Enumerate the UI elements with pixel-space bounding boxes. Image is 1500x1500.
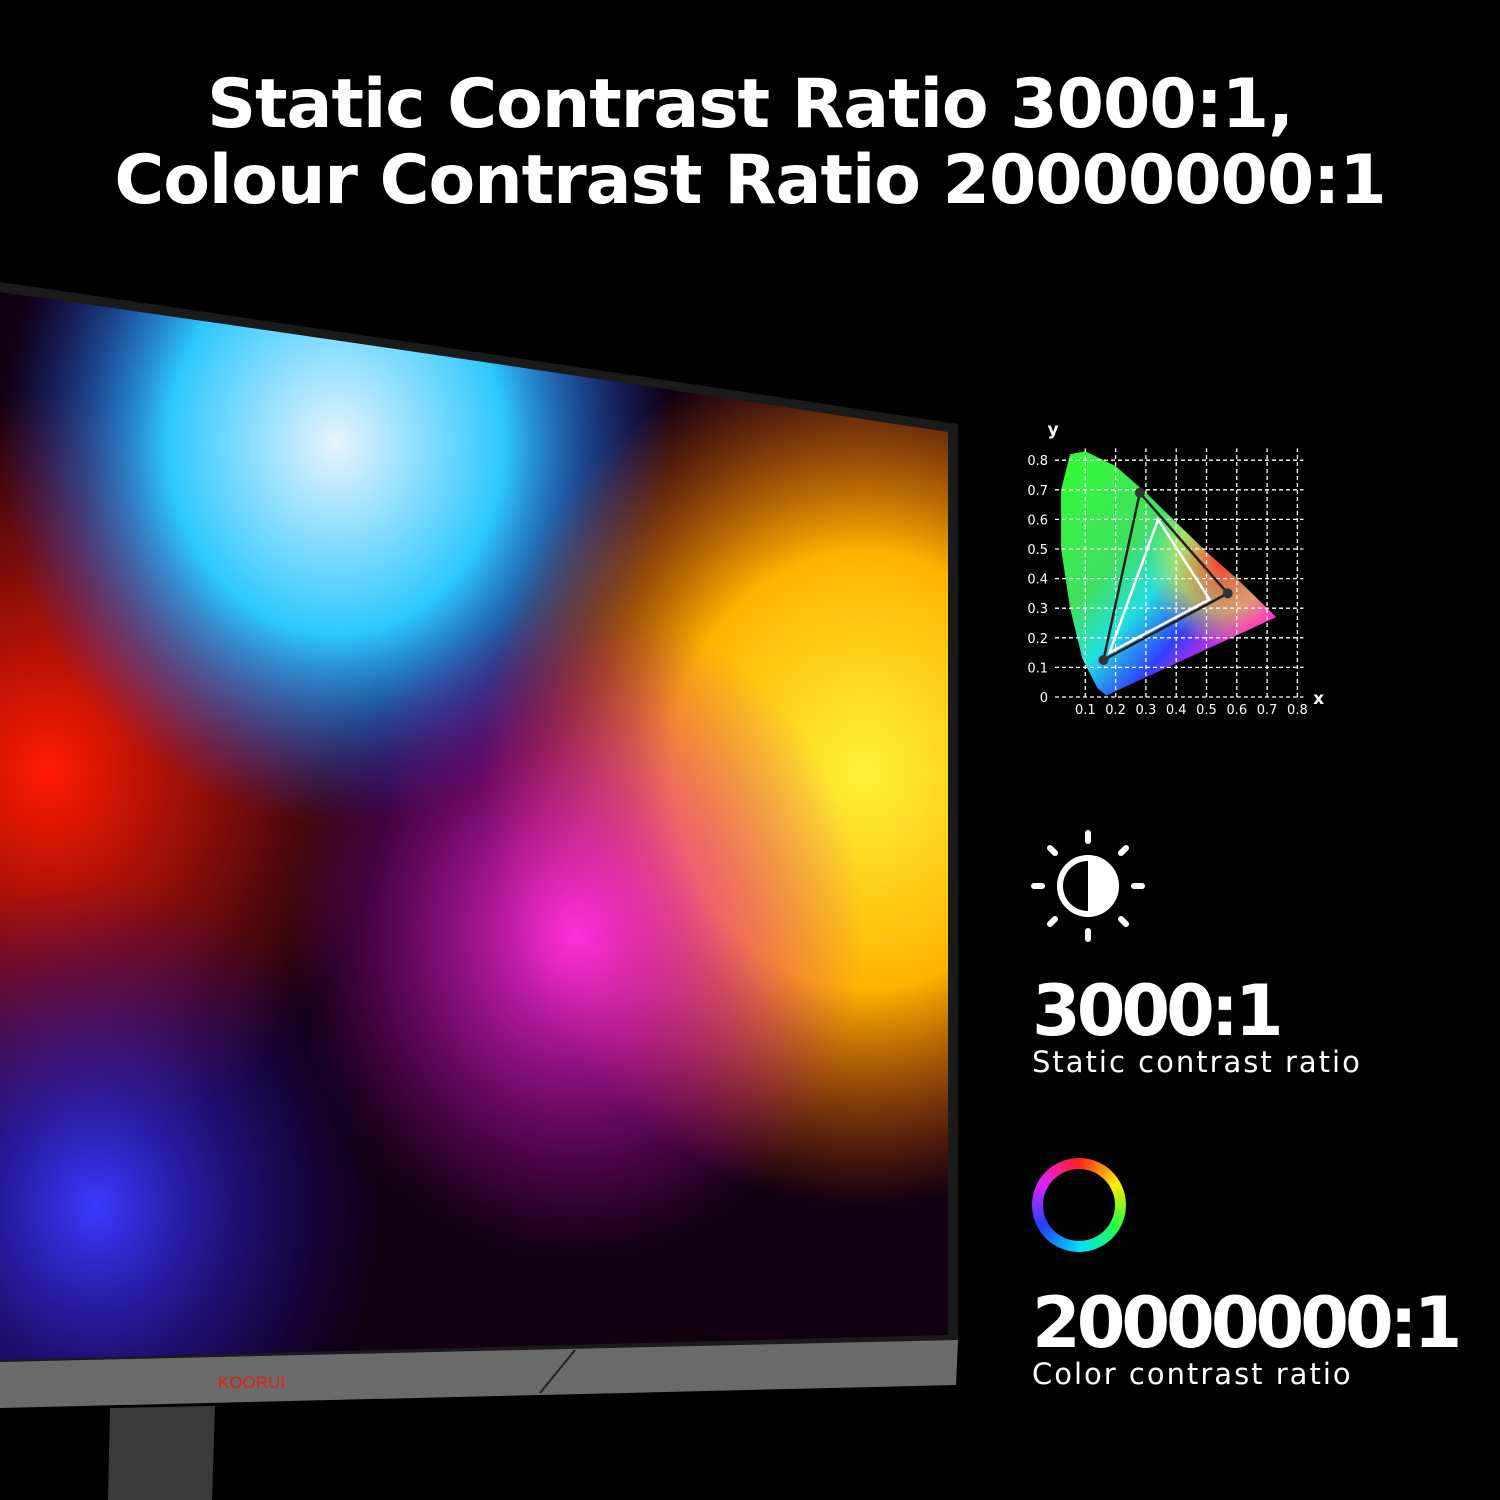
- static-contrast-label: Static contrast ratio: [1032, 1045, 1362, 1079]
- koorui-logo: KOORUI: [218, 1373, 285, 1392]
- headline-line-2: Colour Contrast Ratio 20000000:1: [114, 141, 1386, 220]
- y-tick-label: 0.3: [1027, 602, 1048, 617]
- headline-line-1: Static Contrast Ratio 3000:1,: [207, 65, 1294, 144]
- y-tick-label: 0.7: [1027, 484, 1048, 499]
- y-tick-label: 0.6: [1027, 513, 1048, 528]
- spectral-locus-warm: [1061, 451, 1277, 696]
- cie-chromaticity-chart: 0 0.1 0.2 0.3 0.4 0.5 0.6 0.7 0.8 0.1 0.2 0.3 0.4 0.5…: [1027, 420, 1324, 718]
- static-contrast-value: 3000:1: [1032, 970, 1284, 1052]
- gamut-triangle: [1101, 490, 1230, 663]
- gamut-triangle: [1107, 516, 1212, 656]
- color-contrast-value: 20000000:1: [1032, 1282, 1462, 1364]
- y-tick-label: 0.2: [1027, 632, 1048, 647]
- x-tick-label: 0.7: [1257, 703, 1278, 718]
- x-tick-label: 0.4: [1166, 703, 1187, 718]
- gamut-point: [1098, 655, 1109, 665]
- x-tick-label: 0.8: [1287, 703, 1308, 718]
- y-tick-label: 0.5: [1027, 543, 1048, 558]
- x-axis-label: x: [1313, 689, 1324, 709]
- y-tick-label: 0.8: [1027, 454, 1048, 469]
- contrast-sun-icon: [1031, 830, 1145, 942]
- y-tick-label: 0.1: [1027, 661, 1048, 676]
- color-contrast-label: Color contrast ratio: [1032, 1357, 1353, 1391]
- color-ring-icon: [1032, 1158, 1126, 1252]
- x-tick-label: 0.6: [1226, 703, 1247, 718]
- x-tick-label: 0.3: [1136, 703, 1157, 718]
- gamut-point: [1134, 487, 1145, 498]
- y-tick-label: 0: [1040, 691, 1048, 706]
- x-tick-label: 0.2: [1105, 703, 1126, 718]
- x-tick-label: 0.5: [1196, 703, 1217, 718]
- y-tick-label: 0.4: [1027, 573, 1048, 588]
- gamut-point: [1222, 588, 1233, 599]
- y-axis-label: y: [1047, 420, 1058, 440]
- x-tick-label: 0.1: [1075, 703, 1096, 718]
